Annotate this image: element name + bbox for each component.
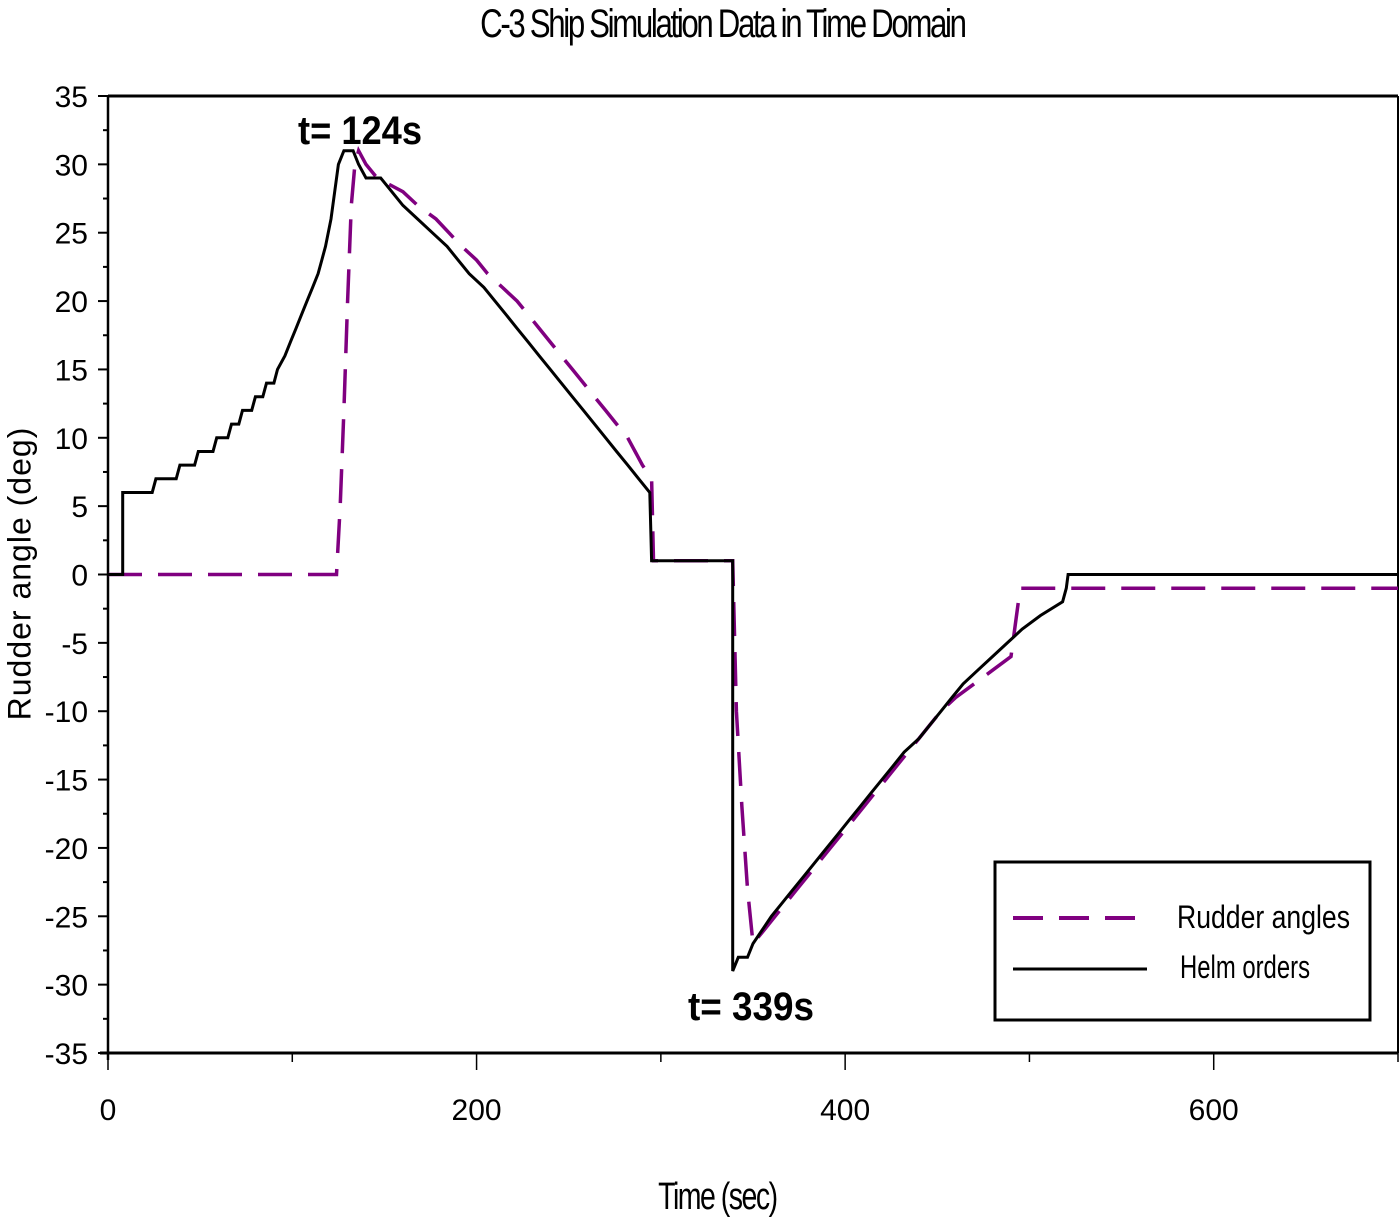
y-tick-label: -30 xyxy=(45,970,88,1003)
y-axis-label: Rudder angle (deg) xyxy=(1,426,38,721)
series-layer xyxy=(108,146,1398,972)
x-axis-label: Time (sec) xyxy=(658,1176,778,1218)
y-tick-label: 10 xyxy=(55,423,88,456)
legend: Rudder angles Helm orders xyxy=(993,860,1372,1022)
y-tick-label: -20 xyxy=(45,833,88,866)
y-tick-label: -5 xyxy=(61,628,88,661)
y-tick-label: -35 xyxy=(45,1038,88,1071)
x-tick-label: 400 xyxy=(820,1094,870,1127)
y-tick-label: 20 xyxy=(55,286,88,319)
x-tick-label: 600 xyxy=(1189,1094,1239,1127)
peak-annotation: t= 124s xyxy=(298,109,422,153)
y-tick-label: 0 xyxy=(71,560,88,593)
legend-helm-label: Helm orders xyxy=(1180,949,1310,985)
rudder-angles-line xyxy=(108,146,1398,948)
trough-annotation: t= 339s xyxy=(688,985,814,1029)
y-tick-label: 5 xyxy=(71,491,88,524)
y-tick-label: -10 xyxy=(45,696,88,729)
y-tick-label: 25 xyxy=(55,218,88,251)
y-axis-ticks: 35 30 25 20 15 10 5 0 -5 -10 -15 -20 -25 -30 -35 xyxy=(45,81,108,1071)
legend-rudder-label: Rudder angles xyxy=(1177,899,1350,935)
x-tick-label: 200 xyxy=(452,1094,502,1127)
y-tick-label: -25 xyxy=(45,901,88,934)
y-tick-label: 15 xyxy=(55,354,88,387)
chart-title: C-3 Ship Simulation Data in Time Domain xyxy=(480,2,967,46)
x-axis-ticks: 0 200 400 600 xyxy=(100,1053,1399,1127)
y-tick-label: 30 xyxy=(55,149,88,182)
helm-orders-line xyxy=(108,149,1398,972)
y-tick-label: -15 xyxy=(45,765,88,798)
y-tick-label: 35 xyxy=(55,81,88,114)
x-tick-label: 0 xyxy=(100,1094,117,1127)
